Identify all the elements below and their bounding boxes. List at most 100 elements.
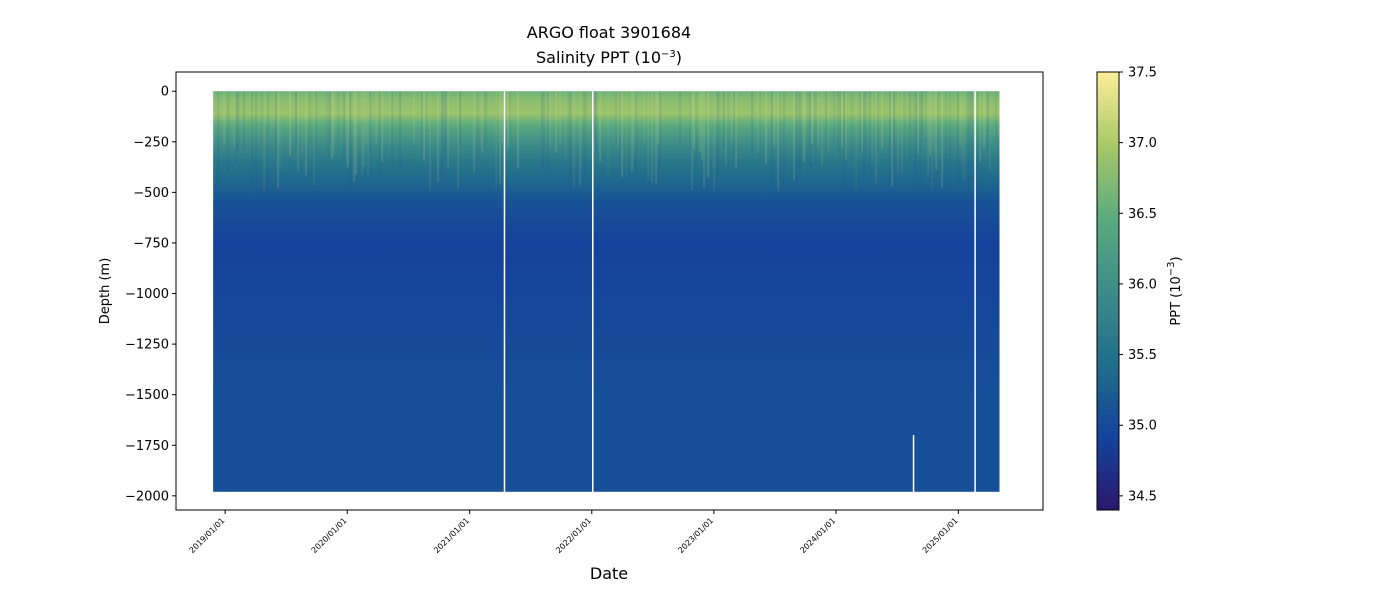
profile-streak [691,91,694,191]
y-tick-label: −1750 [125,439,169,454]
profile-streak [927,91,930,178]
profile-streak [777,91,780,191]
profile-streak [305,91,308,176]
profile-streak [267,91,270,185]
profile-streak [917,91,920,155]
profile-streak [793,91,796,181]
profile-streak [773,91,776,147]
profile-streak [309,91,312,144]
profile-streak [941,91,944,188]
plot-frame [175,71,1044,511]
colorbar-tick-label: 36.0 [1128,277,1157,292]
profile-streak [295,91,298,147]
colorbar-tick-label: 36.5 [1128,207,1157,222]
profile-streak [381,91,384,162]
profile-streak [869,91,872,180]
profile-streak [355,91,358,174]
profile-streak [565,91,568,158]
profile-streak [657,91,660,144]
profile-streak [845,91,848,160]
profile-streak [913,91,916,176]
profile-streak [967,91,970,187]
profile-streak [659,91,662,166]
profile-streak [797,91,800,171]
profile-streak [727,91,730,179]
profile-streak [945,91,948,173]
profile-streak [337,91,340,146]
profile-streak [437,91,440,182]
profile-streak [733,91,736,158]
profile-streak [893,91,896,168]
profile-streak [783,91,786,186]
profile-streak [825,91,828,154]
profile-streak [799,91,802,178]
profile-streak [957,91,960,183]
profile-streak [485,91,488,142]
profile-streak [851,91,854,160]
profile-streak [423,91,426,162]
profile-streak [807,91,810,165]
profile-streak [703,91,706,188]
x-tick-label: 2025/01/01 [921,516,960,555]
profile-streak [977,91,980,188]
profile-streak [399,91,402,170]
profile-streak [301,91,304,156]
profile-streak [959,91,962,148]
profile-streak [275,91,278,156]
profile-streak [327,91,330,163]
profile-streak [969,91,972,181]
profile-streak [583,91,586,183]
profile-streak [329,91,332,143]
profile-streak [757,91,760,153]
profile-streak [391,91,394,163]
profile-streak [243,91,246,150]
x-tick-label: 2020/01/01 [310,516,349,555]
profile-streak [543,91,546,180]
profile-streak [507,91,510,150]
profile-streak [347,91,350,168]
profile-streak [891,91,894,187]
profile-streak [297,91,300,172]
profile-streak [999,91,1002,157]
profile-streak [353,91,356,182]
profile-streak [429,91,432,191]
profile-streak [717,91,720,176]
profile-streak [443,91,446,159]
profile-streak [855,91,858,191]
profile-streak [901,91,904,174]
profile-streak [365,91,368,145]
profile-streak [863,91,866,174]
salinity-field-fill [213,91,1000,492]
colorbar-gradient [1096,71,1120,511]
profile-streak [261,91,264,145]
profile-streak [751,91,754,154]
profile-streak [615,91,618,143]
profile-streak [481,91,484,153]
profile-streak [255,91,258,181]
profile-streak [987,91,990,151]
profile-streak [477,91,480,167]
profile-streak [771,91,774,183]
profile-streak [599,91,602,162]
profile-streak [593,91,596,142]
profile-streak [897,91,900,176]
chart-subtitle: Salinity PPT (10−3) [536,48,682,67]
y-tick-label: 0 [161,85,169,100]
profile-streak [713,91,716,192]
profile-streak [517,91,520,169]
colorbar-label: PPT (10−3) [1166,256,1184,325]
profile-streak [389,91,392,147]
colorbar-tick-label: 34.5 [1128,489,1157,504]
profile-streak [263,91,266,191]
data-gaps [503,91,976,493]
profile-streak [217,91,220,187]
profile-streak [555,91,558,152]
profile-streak [861,91,864,152]
profile-streak [237,91,240,151]
profile-streak [903,91,906,188]
profile-streak [693,91,696,150]
profile-streak [251,91,254,187]
profile-streak [949,91,952,190]
x-tick-label: 2022/01/01 [554,516,593,555]
